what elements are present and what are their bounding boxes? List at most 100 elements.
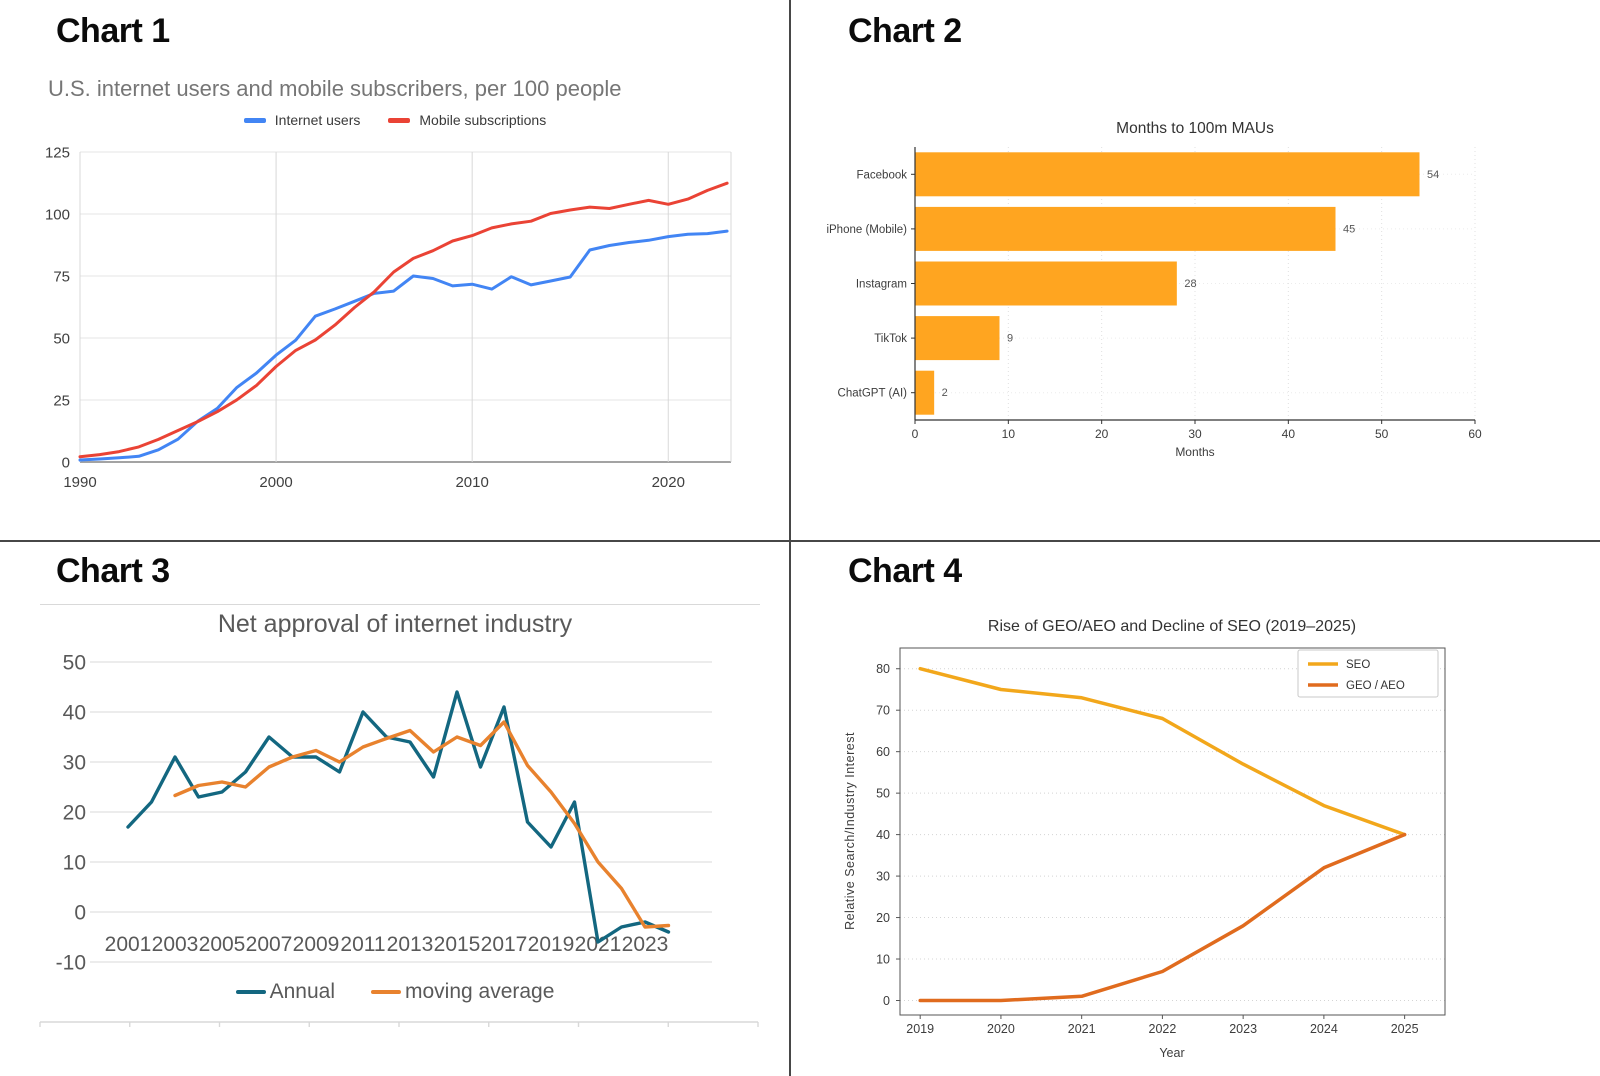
- svg-text:70: 70: [876, 704, 890, 718]
- svg-text:20: 20: [1095, 427, 1109, 441]
- bar-category-label: TikTok: [874, 333, 907, 345]
- svg-text:2019: 2019: [528, 933, 575, 956]
- bar-value-label: 9: [1007, 333, 1013, 345]
- bar-value-label: 28: [1184, 278, 1196, 290]
- legend-item-annual: Annual: [235, 980, 335, 1004]
- svg-text:2024: 2024: [1310, 1022, 1338, 1036]
- svg-text:2020: 2020: [987, 1022, 1015, 1036]
- svg-text:2010: 2010: [455, 474, 488, 491]
- svg-text:1990: 1990: [63, 474, 96, 491]
- svg-text:30: 30: [876, 869, 890, 883]
- svg-text:125: 125: [45, 144, 70, 161]
- svg-text:30: 30: [63, 751, 86, 774]
- bar-iphone-mobile: [915, 206, 1336, 251]
- svg-text:2003: 2003: [152, 933, 199, 956]
- chart4-xlabel: Year: [1159, 1046, 1184, 1060]
- legend-label: moving average: [404, 980, 555, 1003]
- bar-value-label: 45: [1343, 223, 1355, 235]
- quadrant-divider-horizontal: [0, 540, 1600, 542]
- svg-text:50: 50: [63, 651, 86, 674]
- svg-text:50: 50: [876, 787, 890, 801]
- chart3-title: Net approval of internet industry: [217, 610, 573, 638]
- chart2-title: Months to 100m MAUs: [1116, 120, 1274, 137]
- svg-text:2007: 2007: [246, 933, 293, 956]
- series-mobile-subscriptions: [78, 181, 729, 459]
- series-seo: [918, 666, 1407, 837]
- svg-text:10: 10: [1002, 427, 1016, 441]
- svg-text:2013: 2013: [387, 933, 434, 956]
- chart1-legend: Internet users Mobile subscriptions: [0, 112, 790, 128]
- svg-text:75: 75: [53, 268, 70, 285]
- chart4-legend: SEO GEO / AEO: [1297, 649, 1439, 698]
- chart3-series: [126, 690, 671, 944]
- svg-text:2023: 2023: [1229, 1022, 1257, 1036]
- chart1-heading: Chart 1: [56, 12, 170, 50]
- svg-text:0: 0: [62, 454, 70, 471]
- chart1-plot: 0 25 50 75 100 125 1990 2000 2010 2020: [45, 144, 732, 491]
- chart4-title: Rise of GEO/AEO and Decline of SEO (2019…: [987, 618, 1357, 635]
- legend-label: Annual: [269, 980, 335, 1003]
- chart2-heading: Chart 2: [848, 12, 962, 50]
- svg-text:2020: 2020: [652, 474, 685, 491]
- legend-swatch: [243, 117, 266, 123]
- svg-text:80: 80: [876, 662, 890, 676]
- svg-text:25: 25: [53, 392, 70, 409]
- svg-text:20: 20: [63, 801, 86, 824]
- chart4-series: [918, 666, 1407, 1003]
- chart1-series: [78, 181, 729, 462]
- bar-category-label: iPhone (Mobile): [826, 224, 907, 236]
- chart3-divider: [40, 604, 760, 605]
- svg-text:2021: 2021: [1068, 1022, 1096, 1036]
- svg-text:2011: 2011: [340, 933, 385, 956]
- bar-category-label: Facebook: [856, 169, 907, 181]
- bar-chatgpt-ai: [915, 370, 935, 415]
- bar-instagram: [915, 261, 1177, 306]
- svg-text:2022: 2022: [1149, 1022, 1177, 1036]
- svg-text:30: 30: [1188, 427, 1202, 441]
- bar-value-label: 2: [942, 387, 948, 399]
- legend-label: Internet users: [274, 112, 361, 128]
- legend-swatch: [370, 989, 401, 995]
- series-annual: [126, 690, 671, 944]
- chart1-grid: 0 25 50 75 100 125 1990 2000 2010 2020: [45, 144, 732, 491]
- svg-text:40: 40: [876, 828, 890, 842]
- chart3-heading: Chart 3: [56, 552, 170, 590]
- quadrant-divider-vertical: [789, 0, 791, 1076]
- svg-text:20: 20: [876, 911, 890, 925]
- svg-text:2009: 2009: [293, 933, 340, 956]
- chart4-ylabel: Relative Search/Industry Interest: [843, 732, 857, 930]
- svg-text:2017: 2017: [481, 933, 528, 956]
- legend-item-mobile-subscriptions: Mobile subscriptions: [388, 112, 546, 128]
- chart2-plot: 0 10 20 30 40 50 60 Facebook iPhone (Mobile) Inst…: [826, 147, 1482, 459]
- legend-item-moving-average: moving average: [370, 980, 555, 1004]
- chart2-xlabel: Months: [1175, 445, 1214, 459]
- svg-text:0: 0: [883, 994, 890, 1008]
- bar-facebook: [915, 152, 1420, 197]
- svg-text:-10: -10: [56, 951, 86, 974]
- svg-text:100: 100: [45, 206, 70, 223]
- legend-label: SEO: [1346, 659, 1370, 671]
- svg-text:10: 10: [63, 851, 86, 874]
- svg-text:2001: 2001: [105, 933, 152, 956]
- legend-label: GEO / AEO: [1346, 680, 1405, 692]
- legend-swatch: [235, 989, 266, 995]
- svg-text:50: 50: [1375, 427, 1389, 441]
- bar-tiktok: [915, 316, 1000, 361]
- svg-text:40: 40: [1282, 427, 1296, 441]
- chart4-grid: 0 10 20 30 40 50 60 70 80 2019 2020 2021 2022 2023 202…: [876, 647, 1446, 1036]
- svg-text:0: 0: [74, 901, 86, 924]
- svg-text:2000: 2000: [259, 474, 292, 491]
- svg-text:50: 50: [53, 330, 70, 347]
- svg-text:2015: 2015: [434, 933, 481, 956]
- svg-text:40: 40: [63, 701, 86, 724]
- bar-value-label: 54: [1427, 169, 1439, 181]
- svg-text:2019: 2019: [906, 1022, 934, 1036]
- series-geo-aeo: [918, 832, 1407, 1003]
- svg-text:60: 60: [876, 745, 890, 759]
- legend-label: Mobile subscriptions: [419, 112, 547, 128]
- series-moving-average: [173, 720, 671, 929]
- legend-swatch: [388, 117, 411, 123]
- series-internet-users: [78, 229, 729, 462]
- svg-text:2023: 2023: [622, 933, 669, 956]
